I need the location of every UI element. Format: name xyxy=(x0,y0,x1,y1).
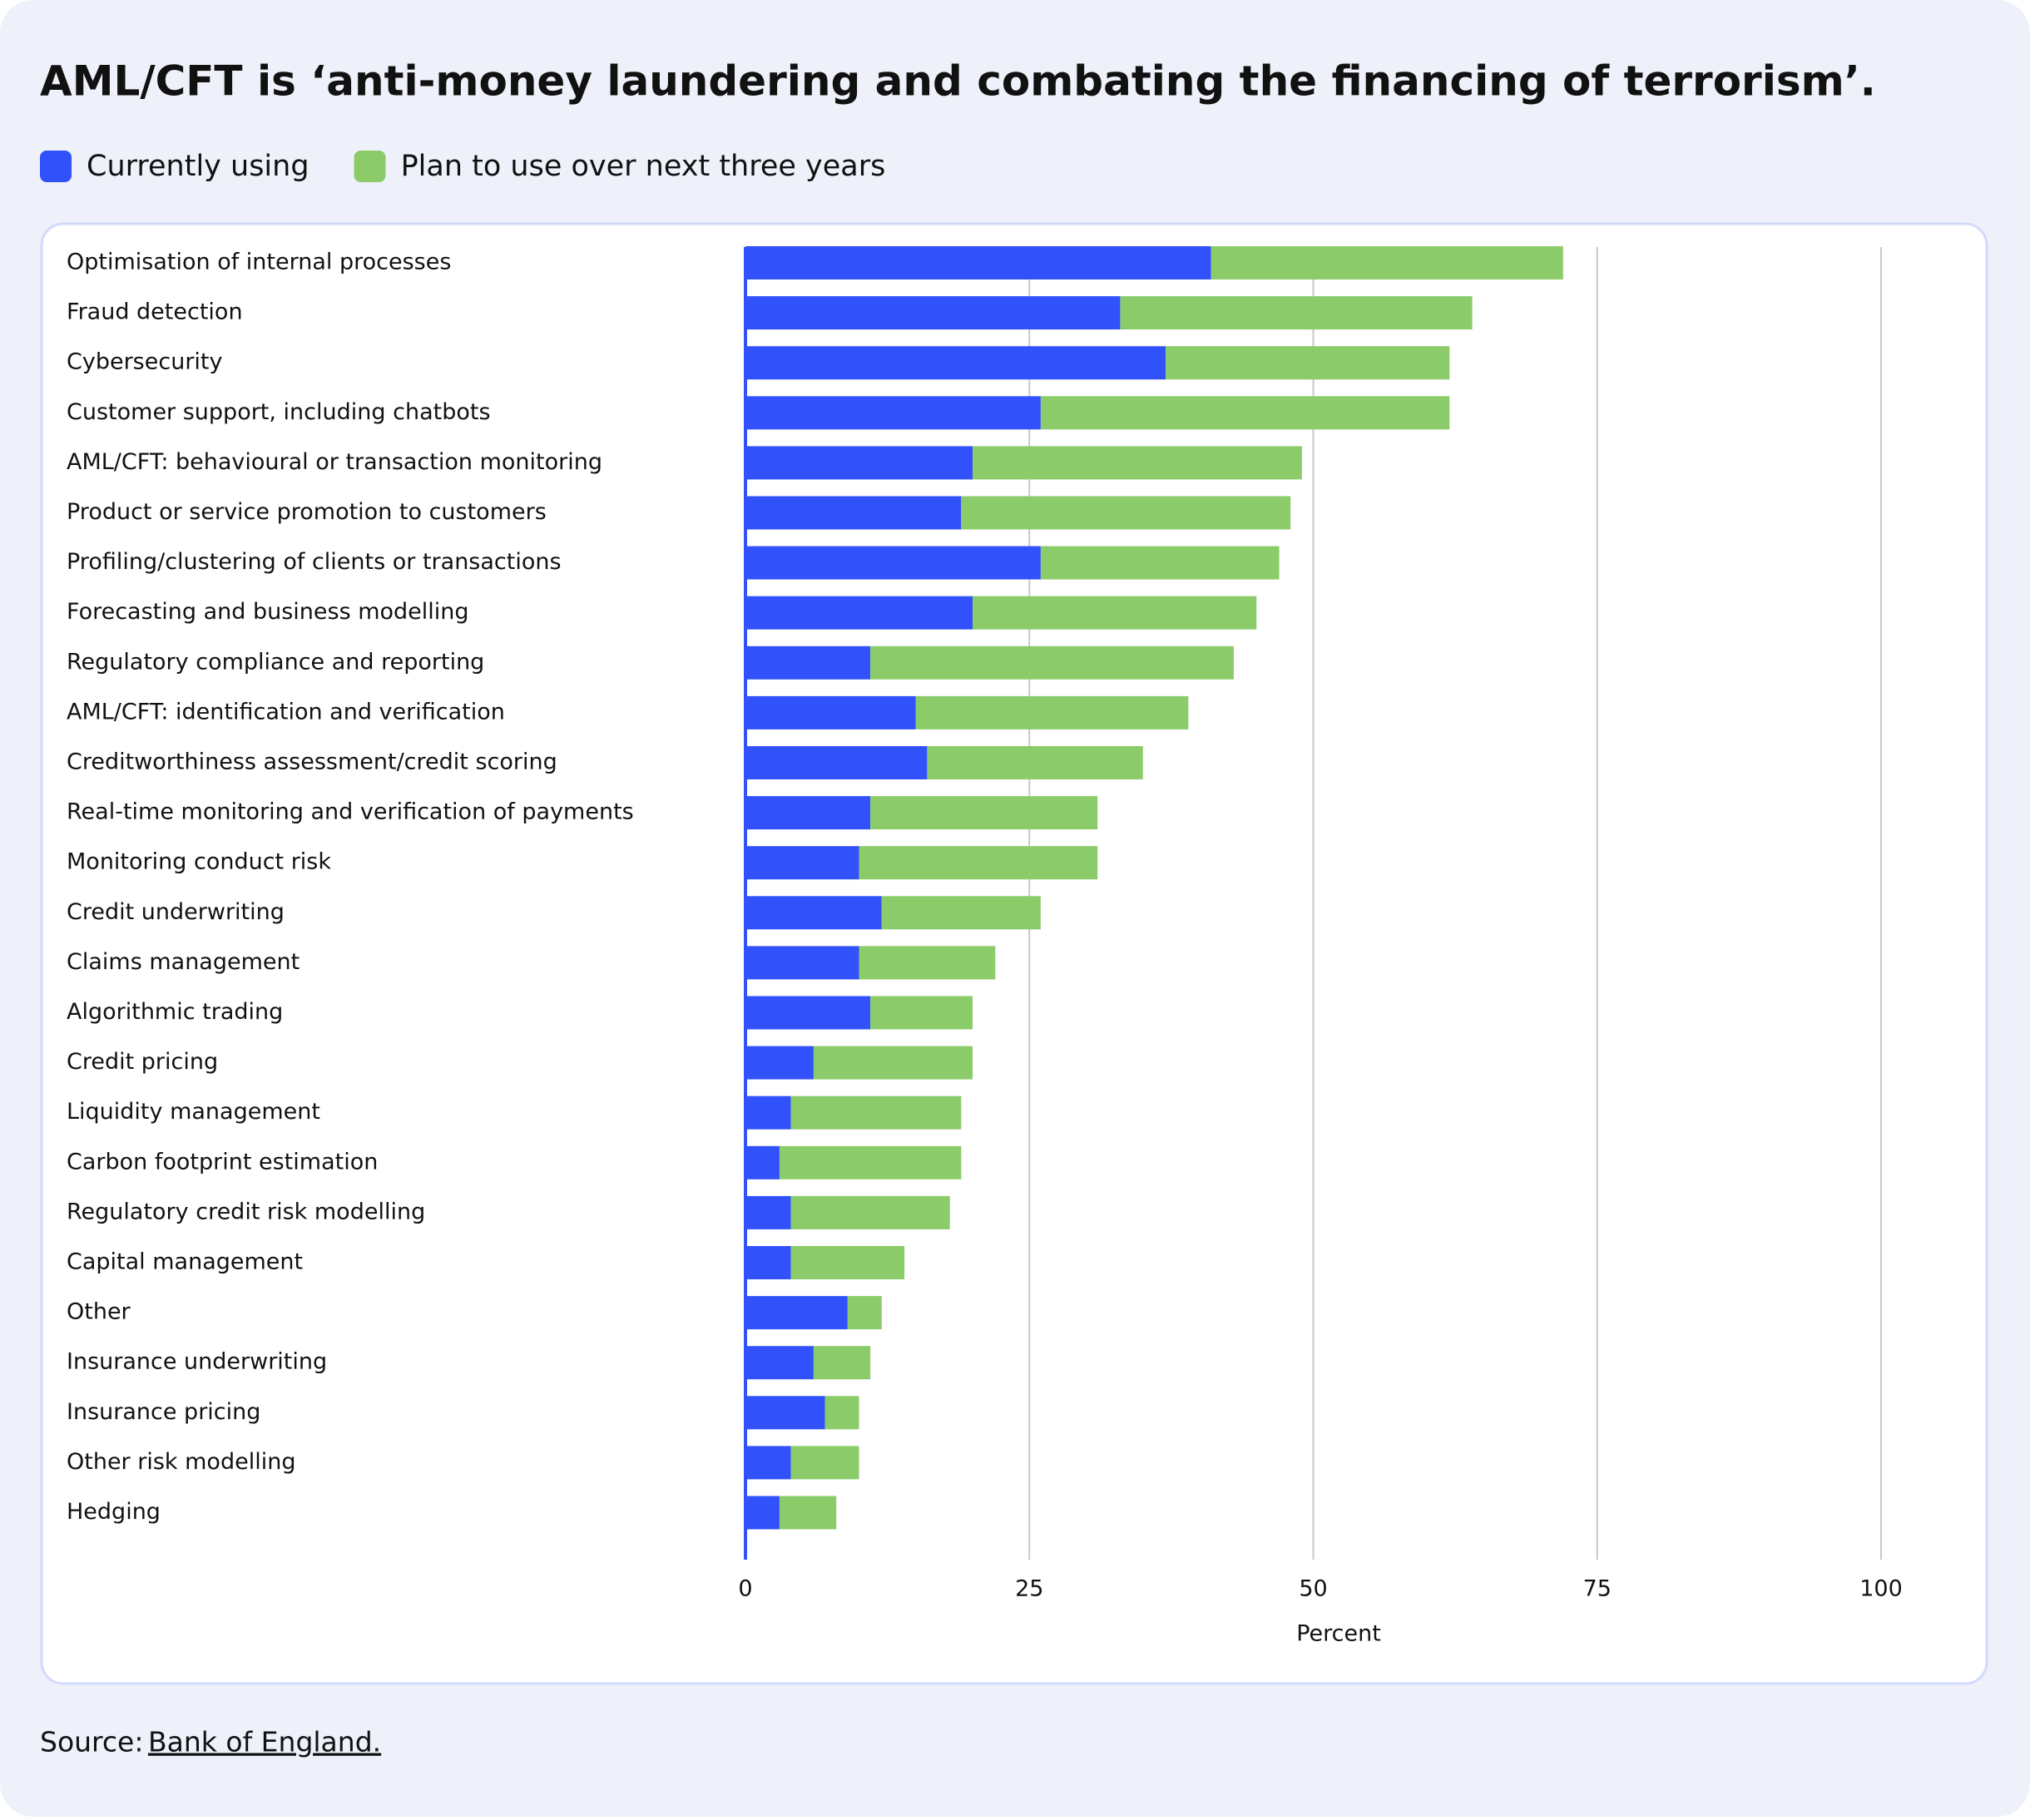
chart-card xyxy=(40,222,1988,1685)
y-tick-label: Claims management xyxy=(67,949,300,975)
bar-segment xyxy=(859,946,996,980)
bar-segment xyxy=(790,1195,950,1229)
bar-segment xyxy=(779,1496,837,1530)
bar-segment xyxy=(824,1396,859,1430)
y-tick-label: Fraud detection xyxy=(67,299,243,325)
bar-segment xyxy=(745,1095,791,1130)
y-tick-label: Insurance underwriting xyxy=(67,1349,327,1375)
y-tick-label: Other xyxy=(67,1299,131,1325)
legend-label: Plan to use over next three years xyxy=(401,150,886,183)
bar-segment xyxy=(927,746,1143,779)
bar-segment xyxy=(745,645,871,680)
x-tick-label: 75 xyxy=(1583,1576,1612,1602)
bar-segment xyxy=(745,846,859,880)
y-tick-label: Customer support, including chatbots xyxy=(67,399,491,425)
y-tick-label: Regulatory compliance and reporting xyxy=(67,649,484,675)
bar-segment xyxy=(745,1145,780,1180)
bar-segment xyxy=(973,596,1257,630)
bar-segment xyxy=(915,695,1189,729)
legend: Currently using Plan to use over next thr… xyxy=(40,150,885,183)
bar-segment xyxy=(745,1346,814,1380)
bar-segment xyxy=(745,695,916,729)
bar-segment xyxy=(745,896,882,930)
bar-segment xyxy=(859,846,1098,880)
y-tick-label: Regulatory credit risk modelling xyxy=(67,1199,425,1224)
bar-segment xyxy=(870,996,973,1030)
chart-title: AML/CFT is ‘anti-money laundering and co… xyxy=(40,57,1876,106)
bar-segment xyxy=(745,1446,791,1480)
bar-segment xyxy=(881,896,1041,930)
bar-segment xyxy=(745,596,973,630)
bar-segment xyxy=(745,1396,825,1430)
bar-segment xyxy=(745,1496,780,1530)
bar-segment xyxy=(745,1195,791,1229)
y-tick-label: Other risk modelling xyxy=(67,1449,295,1475)
y-tick-label: Cybersecurity xyxy=(67,349,223,375)
bar-segment xyxy=(813,1346,871,1380)
bar-segment xyxy=(745,496,962,530)
y-tick-label: AML/CFT: behavioural or transaction moni… xyxy=(67,449,602,475)
bar-segment xyxy=(870,645,1234,680)
bar-segment xyxy=(745,346,1166,380)
y-tick-label: Carbon footprint estimation xyxy=(67,1149,378,1175)
bar-segment xyxy=(1211,246,1563,279)
y-tick-label: Hedging xyxy=(67,1499,161,1525)
legend-swatch xyxy=(354,151,386,182)
bar-segment xyxy=(1040,546,1280,580)
y-tick-label: Product or service promotion to customer… xyxy=(67,499,547,525)
source-link[interactable]: Bank of England. xyxy=(148,1726,381,1758)
y-tick-label: Capital management xyxy=(67,1249,303,1275)
y-tick-label: Credit underwriting xyxy=(67,899,285,925)
y-tick-label: AML/CFT: identification and verification xyxy=(67,699,505,725)
legend-label: Currently using xyxy=(87,150,309,183)
bar-segment xyxy=(745,1246,791,1279)
source-label: Source: xyxy=(40,1726,143,1758)
bar-segment xyxy=(870,796,1098,830)
x-tick-label: 50 xyxy=(1299,1576,1327,1602)
bar-segment xyxy=(745,546,1041,580)
bar-segment xyxy=(847,1296,882,1330)
bar-segment xyxy=(745,246,1211,279)
bar-segment xyxy=(973,446,1302,480)
x-axis-label: Percent xyxy=(1296,1621,1381,1647)
x-tick-label: 25 xyxy=(1015,1576,1043,1602)
y-tick-label: Liquidity management xyxy=(67,1099,320,1125)
bar-segment xyxy=(961,496,1291,530)
bar-segment xyxy=(745,746,928,779)
y-tick-label: Profiling/clustering of clients or trans… xyxy=(67,549,562,575)
bar-segment xyxy=(790,1446,859,1480)
x-tick-label: 100 xyxy=(1859,1576,1903,1602)
y-tick-label: Insurance pricing xyxy=(67,1399,260,1425)
bar-segment xyxy=(790,1246,905,1279)
bar-segment xyxy=(813,1046,973,1080)
bar-segment xyxy=(1120,296,1473,330)
bar-segment xyxy=(1040,396,1450,430)
bar-segment xyxy=(745,446,973,480)
y-tick-label: Real-time monitoring and verification of… xyxy=(67,799,634,825)
bar-segment xyxy=(745,946,859,980)
bar-segment xyxy=(745,1296,848,1330)
bar-segment xyxy=(745,296,1121,330)
y-tick-label: Forecasting and business modelling xyxy=(67,599,469,625)
bar-segment xyxy=(745,1046,814,1080)
legend-swatch xyxy=(40,151,72,182)
bar-segment xyxy=(779,1145,962,1180)
bar-segment xyxy=(1166,346,1450,380)
bar-segment xyxy=(790,1095,962,1130)
bar-segment xyxy=(745,396,1041,430)
y-tick-label: Creditworthiness assessment/credit scori… xyxy=(67,749,557,775)
y-tick-label: Algorithmic trading xyxy=(67,999,283,1025)
bar-segment xyxy=(745,796,871,830)
y-tick-label: Credit pricing xyxy=(67,1049,218,1075)
y-tick-label: Monitoring conduct risk xyxy=(67,849,331,875)
y-tick-label: Optimisation of internal processes xyxy=(67,250,451,275)
x-tick-label: 0 xyxy=(738,1576,752,1602)
bar-segment xyxy=(745,996,871,1030)
